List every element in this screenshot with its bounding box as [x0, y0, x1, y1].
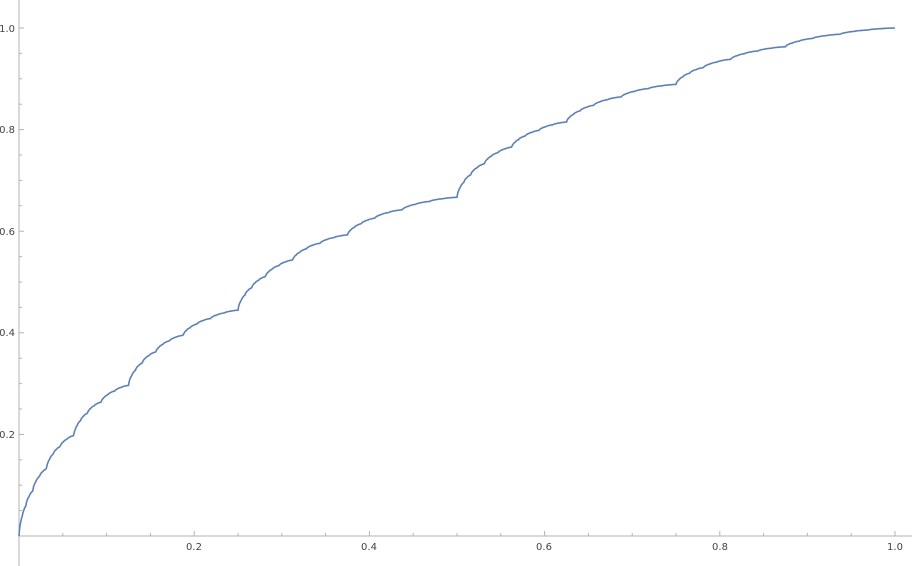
tick-labels: 0.2 0.4 0.6 0.8 1.0 0.2 0.4 0.6 0.8 1.0 — [0, 24, 903, 553]
y-tick-label: 0.8 — [0, 125, 15, 136]
x-tick-label: 1.0 — [887, 542, 903, 553]
x-tick-label: 0.4 — [361, 542, 377, 553]
y-tick-label: 0.4 — [0, 328, 15, 339]
x-tick-label: 0.8 — [712, 542, 728, 553]
y-tick-label: 1.0 — [0, 24, 15, 35]
series-line — [18, 27, 896, 537]
axes — [18, 0, 912, 566]
y-tick-label: 0.2 — [0, 430, 15, 441]
y-tick-label: 0.6 — [0, 227, 15, 238]
x-tick-label: 0.2 — [186, 542, 202, 553]
x-tick-label: 0.6 — [536, 542, 552, 553]
